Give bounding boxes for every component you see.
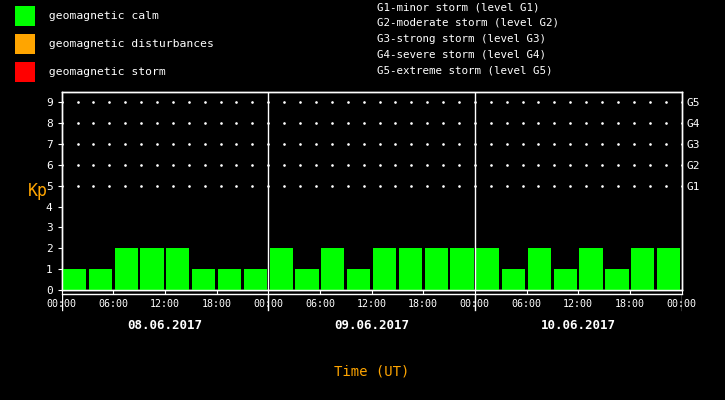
Text: geomagnetic storm: geomagnetic storm [42,67,166,77]
Bar [605,269,629,290]
Bar [373,248,396,290]
Text: G2-moderate storm (level G2): G2-moderate storm (level G2) [377,18,559,28]
Bar [218,269,241,290]
Bar [399,248,422,290]
Bar [14,6,35,26]
Bar [631,248,655,290]
Bar [554,269,577,290]
Bar [450,248,473,290]
Text: G5-extreme storm (level G5): G5-extreme storm (level G5) [377,65,552,75]
Text: 08.06.2017: 08.06.2017 [128,319,202,332]
Bar [425,248,448,290]
Text: Time (UT): Time (UT) [334,364,409,378]
Bar [270,248,293,290]
Bar [192,269,215,290]
Bar [14,34,35,54]
Bar [295,269,318,290]
Bar [166,248,189,290]
Text: geomagnetic calm: geomagnetic calm [42,11,159,21]
Text: 09.06.2017: 09.06.2017 [334,319,409,332]
Bar [476,248,500,290]
Bar [502,269,525,290]
Bar [244,269,267,290]
Y-axis label: Kp: Kp [28,182,48,200]
Bar [528,248,551,290]
Text: G4-severe storm (level G4): G4-severe storm (level G4) [377,50,546,60]
Text: geomagnetic disturbances: geomagnetic disturbances [42,39,214,49]
Bar [63,269,86,290]
Bar [14,62,35,82]
Text: G1-minor storm (level G1): G1-minor storm (level G1) [377,2,539,12]
Bar [88,269,112,290]
Bar [321,248,344,290]
Bar [141,248,164,290]
Bar [115,248,138,290]
Text: G3-strong storm (level G3): G3-strong storm (level G3) [377,34,546,44]
Bar [347,269,370,290]
Text: 10.06.2017: 10.06.2017 [541,319,616,332]
Bar [657,248,680,290]
Bar [579,248,602,290]
